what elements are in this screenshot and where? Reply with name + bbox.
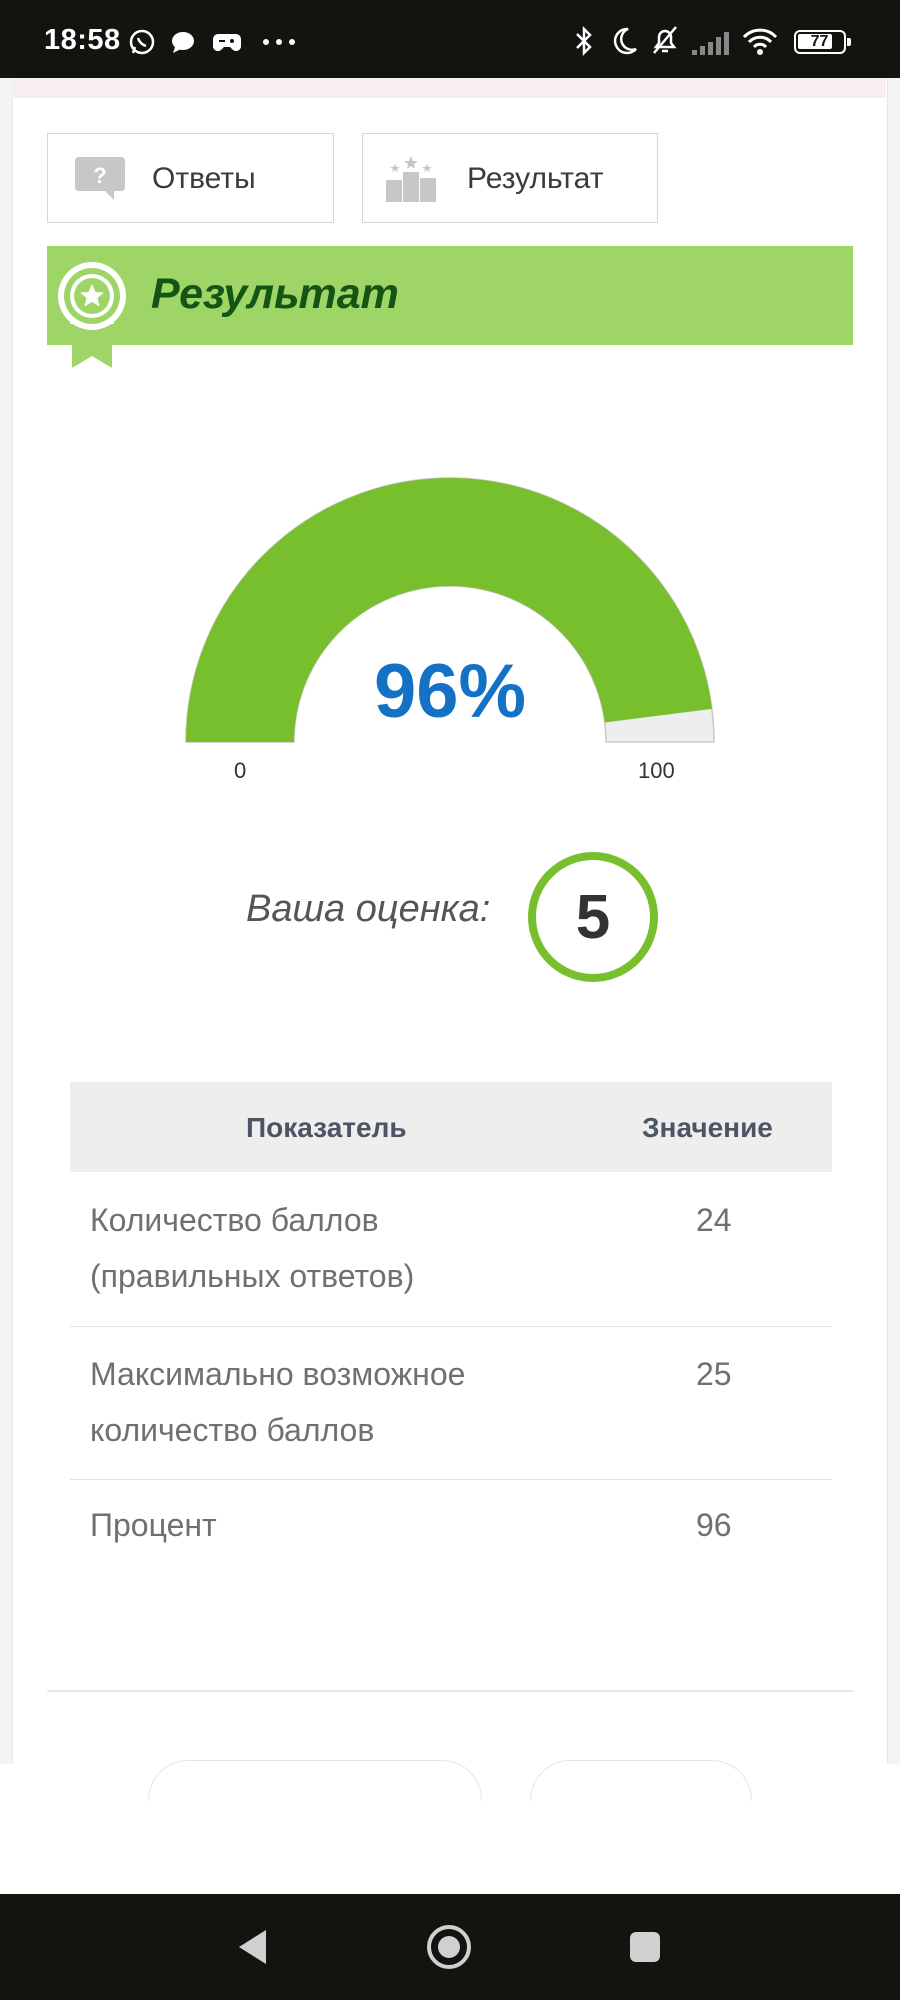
table-header: Показатель Значение	[70, 1082, 832, 1172]
row-value: 96	[696, 1507, 732, 1543]
grade-label: Ваша оценка:	[246, 888, 491, 930]
row-value: 25	[696, 1356, 732, 1392]
bluetooth-icon	[576, 25, 592, 57]
question-bubble-icon: ?	[75, 157, 125, 200]
bottom-button-left[interactable]	[148, 1760, 482, 1801]
moon-icon	[613, 27, 637, 55]
header-value: Значение	[642, 1112, 773, 1143]
award-badge-icon	[58, 262, 126, 368]
score-gauge	[185, 477, 715, 743]
system-nav-bar	[0, 1894, 900, 2000]
status-time: 18:58	[44, 24, 121, 56]
tab-result[interactable]: Результат	[362, 133, 658, 223]
tab-answers-label: Ответы	[152, 162, 256, 195]
tab-result-label: Результат	[467, 162, 604, 195]
signal-icon	[692, 32, 729, 55]
gauge-max-label: 100	[638, 758, 675, 783]
content-card	[12, 78, 888, 1764]
more-icon	[263, 39, 295, 45]
table-row: Максимально возможное количество баллов …	[70, 1326, 832, 1480]
table-row: Процент 96	[70, 1479, 832, 1573]
battery-level: 77	[810, 33, 829, 50]
result-banner: Результат	[47, 246, 853, 345]
header-indicator: Показатель	[246, 1112, 407, 1143]
bell-off-icon	[653, 26, 677, 54]
gauge-min-label: 0	[234, 758, 247, 783]
home-icon[interactable]	[426, 1924, 472, 1970]
table-row: Количество баллов (правильных ответов) 2…	[70, 1172, 832, 1327]
svg-text:?: ?	[93, 163, 106, 188]
row-indicator: Процент	[90, 1507, 217, 1543]
gauge-percent: 96%	[373, 649, 527, 734]
row-indicator: Максимально возможное количество баллов	[90, 1356, 466, 1448]
row-indicator: Количество баллов (правильных ответов)	[90, 1202, 415, 1294]
bottom-button-right[interactable]	[530, 1760, 752, 1801]
section-divider	[47, 1690, 853, 1692]
header-strip	[12, 78, 886, 98]
row-value: 24	[696, 1202, 732, 1238]
gauge-fill	[186, 477, 712, 742]
gamepad-icon	[213, 34, 241, 52]
grade-badge: 5	[528, 852, 658, 982]
recents-icon[interactable]	[628, 1930, 662, 1964]
grade-value: 5	[575, 883, 611, 952]
whatsapp-icon	[129, 29, 155, 55]
battery-icon: 77	[794, 30, 851, 54]
wifi-icon	[742, 28, 778, 55]
result-banner-title: Результат	[151, 270, 399, 318]
back-icon[interactable]	[236, 1928, 270, 1966]
podium-icon	[386, 156, 436, 202]
status-bar: 18:58 77	[0, 0, 900, 78]
tab-answers[interactable]: ? Ответы	[47, 133, 334, 223]
chat-icon	[172, 32, 194, 53]
